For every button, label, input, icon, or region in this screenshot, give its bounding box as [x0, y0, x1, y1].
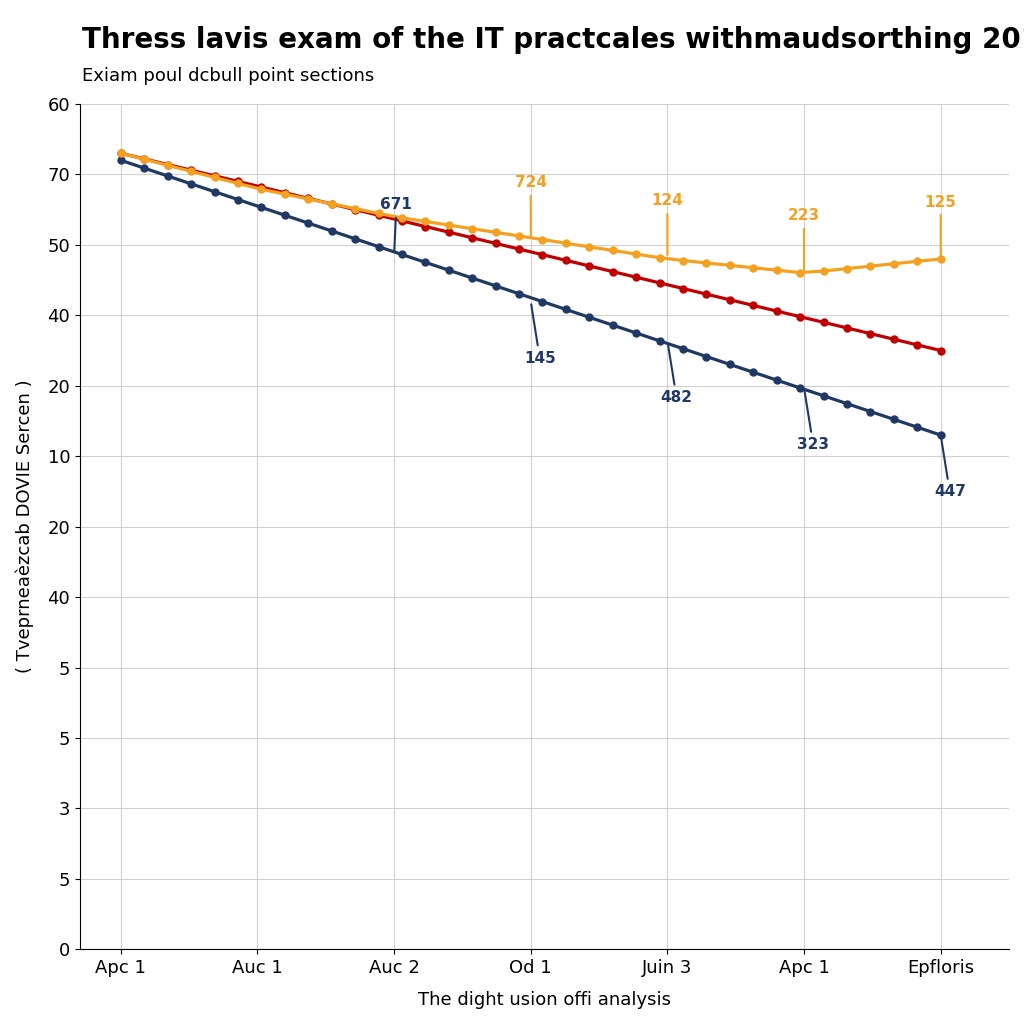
Text: Thress lavis exam of the IT practcales withmaudsorthing 2015: Thress lavis exam of the IT practcales w…: [82, 26, 1024, 53]
X-axis label: The dight usion offi analysis: The dight usion offi analysis: [418, 991, 671, 1009]
Text: 482: 482: [660, 344, 692, 406]
Y-axis label: ( Tveprneaèzcab DOVIE Sercen ): ( Tveprneaèzcab DOVIE Sercen ): [15, 380, 34, 674]
Text: 145: 145: [524, 304, 556, 366]
Text: 125: 125: [925, 195, 956, 256]
Text: 223: 223: [788, 208, 820, 270]
Text: 724: 724: [515, 175, 547, 237]
Text: Exiam poul dcbull point sections: Exiam poul dcbull point sections: [82, 67, 374, 85]
Text: 447: 447: [934, 438, 966, 500]
Text: 323: 323: [798, 391, 829, 453]
Text: 124: 124: [651, 194, 683, 255]
Text: 671: 671: [381, 198, 413, 252]
